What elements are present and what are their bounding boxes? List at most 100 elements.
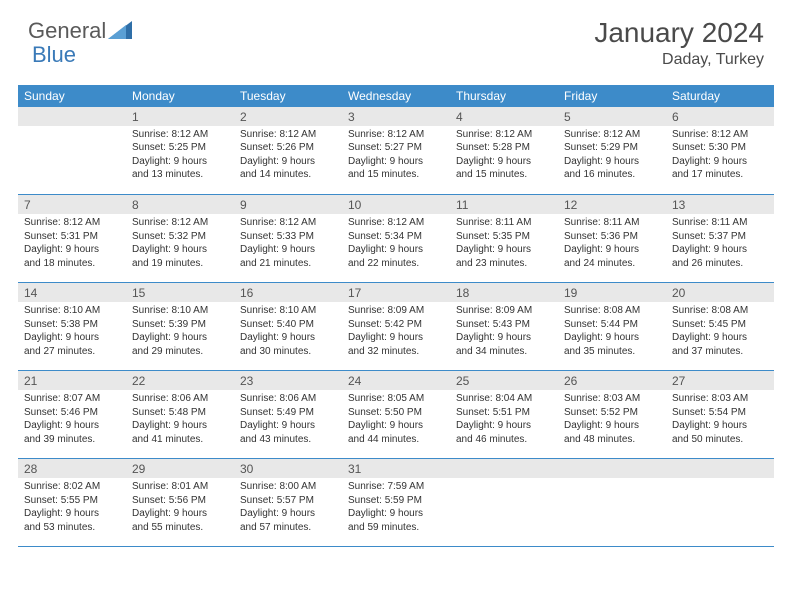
day-number: 16 (234, 283, 342, 302)
detail-line: Sunrise: 8:10 AM (240, 304, 336, 318)
day-number: 2 (234, 107, 342, 126)
day-number: 26 (558, 371, 666, 390)
detail-line: Sunset: 5:45 PM (672, 318, 768, 332)
detail-line: and 23 minutes. (456, 257, 552, 271)
day-number: 12 (558, 195, 666, 214)
detail-line: and 30 minutes. (240, 345, 336, 359)
calendar-week-row: 7Sunrise: 8:12 AMSunset: 5:31 PMDaylight… (18, 195, 774, 283)
detail-line: Sunrise: 8:12 AM (240, 216, 336, 230)
calendar-cell: 4Sunrise: 8:12 AMSunset: 5:28 PMDaylight… (450, 107, 558, 195)
detail-line: Sunrise: 8:05 AM (348, 392, 444, 406)
day-details: Sunrise: 8:08 AMSunset: 5:45 PMDaylight:… (666, 302, 774, 362)
detail-line: Daylight: 9 hours (132, 507, 228, 521)
detail-line: and 50 minutes. (672, 433, 768, 447)
detail-line: Sunset: 5:48 PM (132, 406, 228, 420)
day-details: Sunrise: 8:10 AMSunset: 5:40 PMDaylight:… (234, 302, 342, 362)
day-details: Sunrise: 8:11 AMSunset: 5:35 PMDaylight:… (450, 214, 558, 274)
day-number: 15 (126, 283, 234, 302)
detail-line: Sunset: 5:52 PM (564, 406, 660, 420)
detail-line: Sunset: 5:26 PM (240, 141, 336, 155)
day-details: Sunrise: 8:05 AMSunset: 5:50 PMDaylight:… (342, 390, 450, 450)
detail-line: and 18 minutes. (24, 257, 120, 271)
day-number: 18 (450, 283, 558, 302)
day-number: 8 (126, 195, 234, 214)
detail-line: Daylight: 9 hours (24, 507, 120, 521)
calendar-header-row: SundayMondayTuesdayWednesdayThursdayFrid… (18, 85, 774, 107)
detail-line: Sunrise: 8:12 AM (348, 128, 444, 142)
detail-line: Daylight: 9 hours (456, 331, 552, 345)
day-number: 30 (234, 459, 342, 478)
detail-line: Daylight: 9 hours (132, 155, 228, 169)
calendar-cell: 26 Sunrise: 8:03 AMSunset: 5:52 PMDayligh… (558, 371, 666, 459)
detail-line: Daylight: 9 hours (348, 243, 444, 257)
calendar-cell: 10Sunrise: 8:12 AMSunset: 5:34 PMDayligh… (342, 195, 450, 283)
day-details: Sunrise: 8:00 AMSunset: 5:57 PMDaylight:… (234, 478, 342, 538)
calendar-cell: 19Sunrise: 8:08 AMSunset: 5:44 PMDayligh… (558, 283, 666, 371)
detail-line: Sunset: 5:34 PM (348, 230, 444, 244)
detail-line: Sunset: 5:55 PM (24, 494, 120, 508)
detail-line: Daylight: 9 hours (564, 419, 660, 433)
calendar-cell (450, 459, 558, 547)
calendar-cell: 20Sunrise: 8:08 AMSunset: 5:45 PMDayligh… (666, 283, 774, 371)
day-details: Sunrise: 8:02 AMSunset: 5:55 PMDaylight:… (18, 478, 126, 538)
detail-line: Daylight: 9 hours (348, 507, 444, 521)
detail-line: and 34 minutes. (456, 345, 552, 359)
detail-line: Sunset: 5:42 PM (348, 318, 444, 332)
weekday-header: Sunday (18, 85, 126, 107)
calendar-cell: 21Sunrise: 8:07 AMSunset: 5:46 PMDayligh… (18, 371, 126, 459)
day-number: 31 (342, 459, 450, 478)
detail-line: Sunset: 5:33 PM (240, 230, 336, 244)
detail-line: and 55 minutes. (132, 521, 228, 535)
day-details: Sunrise: 7:59 AMSunset: 5:59 PMDaylight:… (342, 478, 450, 538)
detail-line: Daylight: 9 hours (564, 331, 660, 345)
logo-text-general: General (28, 18, 106, 44)
detail-line: Sunset: 5:27 PM (348, 141, 444, 155)
day-details: Sunrise: 8:12 AMSunset: 5:29 PMDaylight:… (558, 126, 666, 186)
detail-line: and 59 minutes. (348, 521, 444, 535)
detail-line: Sunset: 5:36 PM (564, 230, 660, 244)
detail-line: Sunset: 5:51 PM (456, 406, 552, 420)
day-number: 13 (666, 195, 774, 214)
header: General January 2024 Daday, Turkey (0, 0, 792, 77)
detail-line: Sunset: 5:43 PM (456, 318, 552, 332)
day-number: 27 (666, 371, 774, 390)
calendar-cell (18, 107, 126, 195)
day-number: 11 (450, 195, 558, 214)
detail-line: Sunrise: 8:11 AM (672, 216, 768, 230)
detail-line: Daylight: 9 hours (240, 243, 336, 257)
detail-line: Sunset: 5:32 PM (132, 230, 228, 244)
detail-line: Daylight: 9 hours (564, 243, 660, 257)
detail-line: Daylight: 9 hours (564, 155, 660, 169)
detail-line: Sunrise: 8:12 AM (24, 216, 120, 230)
detail-line: Daylight: 9 hours (348, 331, 444, 345)
calendar-cell: 2Sunrise: 8:12 AMSunset: 5:26 PMDaylight… (234, 107, 342, 195)
detail-line: and 24 minutes. (564, 257, 660, 271)
detail-line: Daylight: 9 hours (132, 419, 228, 433)
calendar-cell: 6Sunrise: 8:12 AMSunset: 5:30 PMDaylight… (666, 107, 774, 195)
calendar-week-row: 14Sunrise: 8:10 AMSunset: 5:38 PMDayligh… (18, 283, 774, 371)
detail-line: and 48 minutes. (564, 433, 660, 447)
detail-line: Sunset: 5:54 PM (672, 406, 768, 420)
detail-line: and 15 minutes. (456, 168, 552, 182)
calendar-cell: 17Sunrise: 8:09 AMSunset: 5:42 PMDayligh… (342, 283, 450, 371)
title-block: January 2024 Daday, Turkey (594, 18, 764, 69)
calendar-cell: 31Sunrise: 7:59 AMSunset: 5:59 PMDayligh… (342, 459, 450, 547)
calendar-cell: 25Sunrise: 8:04 AMSunset: 5:51 PMDayligh… (450, 371, 558, 459)
detail-line: and 41 minutes. (132, 433, 228, 447)
calendar-cell: 27Sunrise: 8:03 AMSunset: 5:54 PMDayligh… (666, 371, 774, 459)
detail-line: Sunrise: 8:12 AM (564, 128, 660, 142)
detail-line: Daylight: 9 hours (456, 155, 552, 169)
detail-line: Sunset: 5:40 PM (240, 318, 336, 332)
detail-line: Sunrise: 8:04 AM (456, 392, 552, 406)
detail-line: Sunset: 5:57 PM (240, 494, 336, 508)
detail-line: Daylight: 9 hours (24, 331, 120, 345)
day-details: Sunrise: 8:11 AMSunset: 5:37 PMDaylight:… (666, 214, 774, 274)
day-details: Sunrise: 8:12 AMSunset: 5:32 PMDaylight:… (126, 214, 234, 274)
detail-line: and 32 minutes. (348, 345, 444, 359)
detail-line: Sunrise: 8:03 AM (564, 392, 660, 406)
calendar-cell (666, 459, 774, 547)
day-number: 9 (234, 195, 342, 214)
detail-line: Daylight: 9 hours (240, 507, 336, 521)
day-number: 7 (18, 195, 126, 214)
day-number: 19 (558, 283, 666, 302)
